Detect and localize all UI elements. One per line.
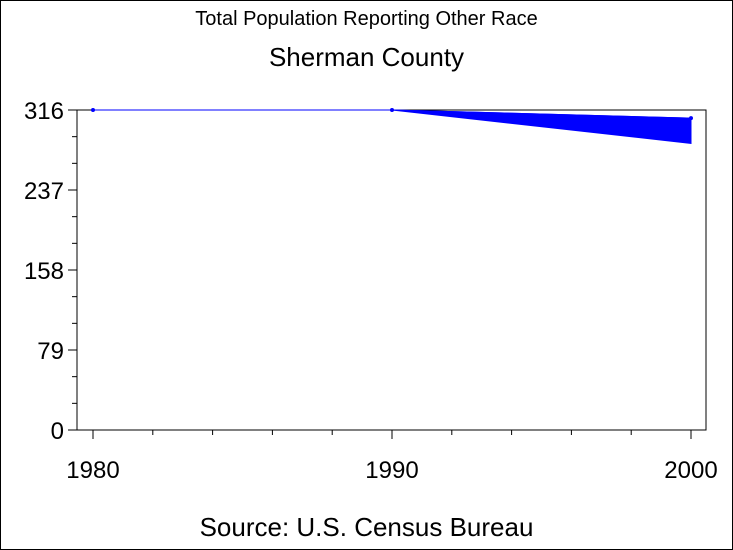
x-axis: 1980 1990 2000: [66, 430, 718, 484]
y-tick-label: 316: [24, 98, 64, 125]
chart-title: Total Population Reporting Other Race: [195, 8, 538, 30]
x-tick-label: 1990: [365, 457, 418, 484]
x-tick-label: 1980: [66, 457, 119, 484]
data-point: [91, 108, 95, 112]
y-tick-label: 0: [51, 418, 64, 445]
data-point: [689, 116, 693, 121]
chart-subtitle: Sherman County: [268, 42, 465, 72]
y-tick-label: 158: [24, 258, 64, 285]
y-axis: 0 79 158 237 316: [24, 98, 77, 445]
y-tick-label: 79: [37, 338, 64, 365]
series-layer: [91, 108, 693, 144]
data-point: [390, 108, 394, 112]
y-tick-label: 237: [24, 178, 64, 205]
plot-area: [76, 109, 707, 431]
band-area: [391, 109, 692, 144]
x-tick-label: 2000: [664, 457, 717, 484]
chart-source: Source: U.S. Census Bureau: [199, 512, 534, 542]
